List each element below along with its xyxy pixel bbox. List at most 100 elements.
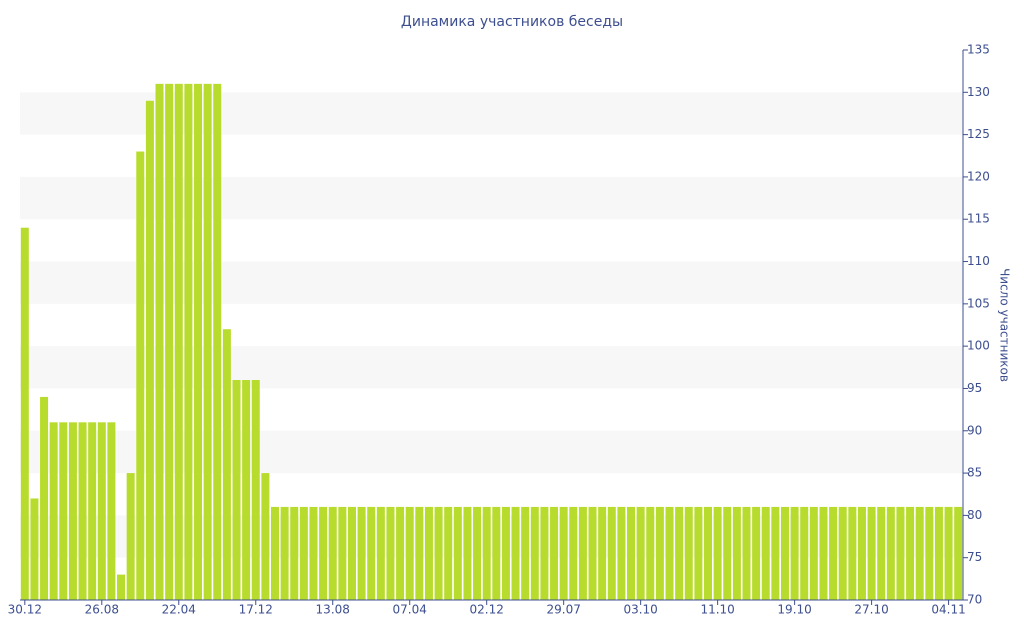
bar <box>145 100 154 601</box>
bar <box>886 506 895 600</box>
bar <box>627 506 636 600</box>
bar <box>213 83 222 601</box>
x-tick-label: 22.04 <box>162 603 196 617</box>
bar <box>270 506 279 600</box>
y-tick-label: 90 <box>967 423 982 437</box>
bar <box>646 506 655 600</box>
bar <box>732 506 741 600</box>
bar <box>684 506 693 600</box>
bar <box>117 574 126 600</box>
bar <box>607 506 616 600</box>
x-tick-label: 13.08 <box>316 603 350 617</box>
bar <box>492 506 501 600</box>
bar <box>636 506 645 600</box>
bar <box>357 506 366 600</box>
y-tick-label: 110 <box>967 254 990 268</box>
bar <box>88 422 97 600</box>
bar <box>780 506 789 600</box>
bar <box>540 506 549 600</box>
y-tick-label: 75 <box>967 550 982 564</box>
bar <box>280 506 289 600</box>
bar <box>299 506 308 600</box>
y-tick-label: 100 <box>967 339 990 353</box>
y-tick-label: 130 <box>967 85 990 99</box>
bar <box>482 506 491 600</box>
bar <box>790 506 799 600</box>
x-tick-label: 04.11 <box>931 603 965 617</box>
bar <box>588 506 597 600</box>
bar <box>675 506 684 600</box>
bar <box>501 506 510 600</box>
bar <box>511 506 520 600</box>
x-tick-label: 07.04 <box>393 603 427 617</box>
bar <box>40 396 49 600</box>
bar <box>222 329 231 600</box>
bar <box>242 380 251 600</box>
bar <box>107 422 116 600</box>
bar <box>59 422 68 600</box>
x-tick-label: 29.07 <box>546 603 580 617</box>
bar <box>49 422 58 600</box>
bar <box>184 83 193 601</box>
bar <box>367 506 376 600</box>
bar <box>934 506 943 600</box>
x-tick-label: 02.12 <box>470 603 504 617</box>
bar <box>752 506 761 600</box>
bar <box>857 506 866 600</box>
bar <box>20 227 29 600</box>
bar <box>174 83 183 601</box>
bar <box>97 422 106 600</box>
bar <box>453 506 462 600</box>
y-tick-label: 70 <box>967 593 982 607</box>
bar <box>944 506 953 600</box>
bar <box>530 506 539 600</box>
bar <box>704 506 713 600</box>
bar <box>309 506 318 600</box>
bar <box>328 506 337 600</box>
x-tick-label: 26.08 <box>85 603 119 617</box>
bar <box>617 506 626 600</box>
y-axis-title: Число участников <box>998 268 1012 382</box>
x-tick-label: 03.10 <box>623 603 657 617</box>
bar <box>126 473 135 600</box>
bar <box>925 506 934 600</box>
bar <box>906 506 915 600</box>
bar <box>338 506 347 600</box>
bar <box>203 83 212 601</box>
bar <box>463 506 472 600</box>
x-tick-label: 11.10 <box>700 603 734 617</box>
bar <box>347 506 356 600</box>
bar <box>376 506 385 600</box>
bar <box>665 506 674 600</box>
bar <box>165 83 174 601</box>
bar <box>761 506 770 600</box>
bar <box>405 506 414 600</box>
y-tick-label: 120 <box>967 169 990 183</box>
x-tick-label: 30.12 <box>8 603 42 617</box>
bar <box>415 506 424 600</box>
bar <box>694 506 703 600</box>
bar <box>771 506 780 600</box>
bar <box>838 506 847 600</box>
bar <box>550 506 559 600</box>
x-tick-label: 17.12 <box>239 603 273 617</box>
y-tick-label: 80 <box>967 508 982 522</box>
x-tick-label: 27.10 <box>854 603 888 617</box>
bar <box>386 506 395 600</box>
bar <box>877 506 886 600</box>
bar <box>290 506 299 600</box>
y-tick-label: 135 <box>967 43 990 57</box>
bar <box>78 422 87 600</box>
bar <box>578 506 587 600</box>
bar <box>742 506 751 600</box>
bar <box>819 506 828 600</box>
bar <box>155 83 164 601</box>
bar <box>319 506 328 600</box>
y-tick-label: 85 <box>967 466 982 480</box>
bar <box>396 506 405 600</box>
bar <box>136 151 145 601</box>
bar <box>848 506 857 600</box>
bar <box>444 506 453 600</box>
bar <box>559 506 568 600</box>
